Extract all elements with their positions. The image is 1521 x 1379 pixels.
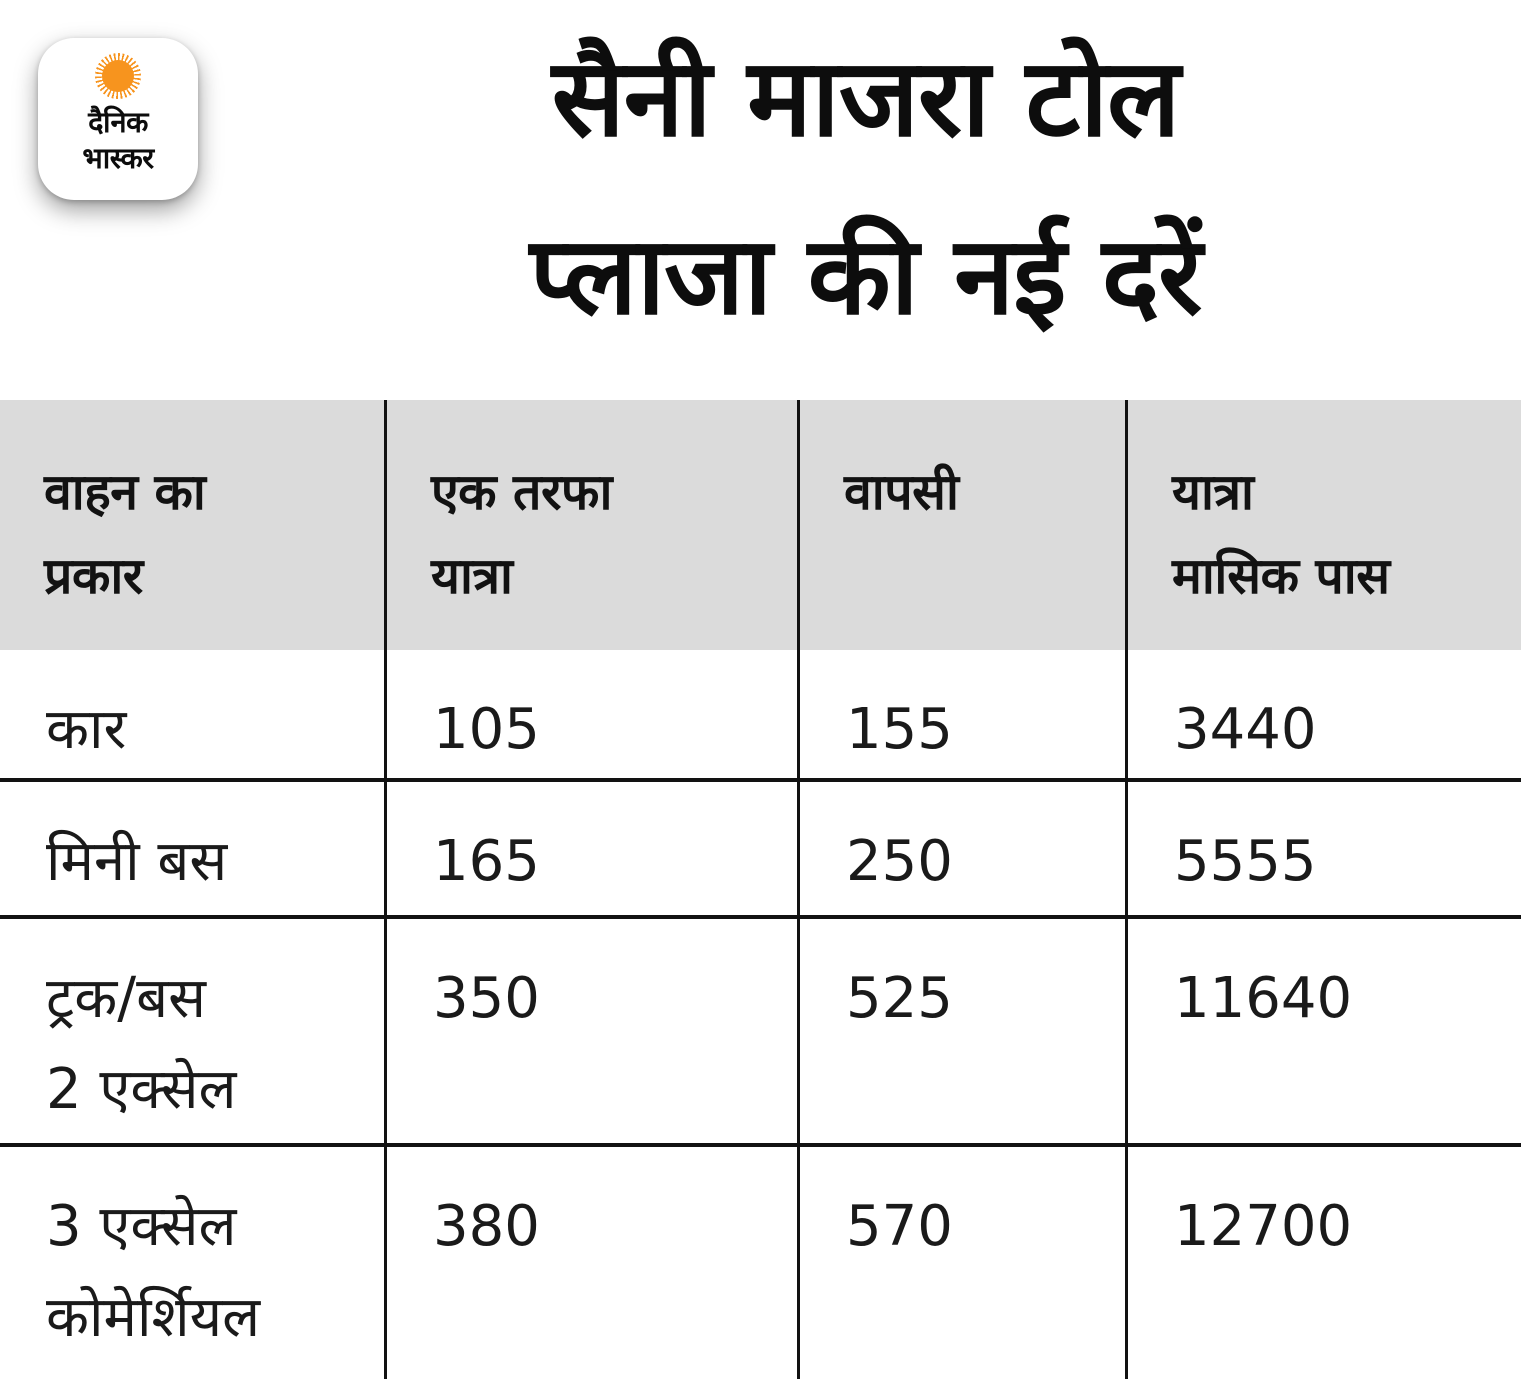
vehicle-type-cell: कार (0, 650, 387, 778)
top-banner: दैनिक भास्कर सैनी माजरा टोल प्लाजा की नई… (0, 0, 1521, 400)
brand-name-line1: दैनिक (88, 105, 148, 139)
table-row: मिनी बस 165 250 5555 (0, 778, 1521, 915)
table-row: कार 105 155 3440 (0, 650, 1521, 778)
return-cell: 525 (800, 919, 1128, 1143)
return-cell: 250 (800, 782, 1128, 915)
brand-name: दैनिक भास्कर (82, 104, 154, 176)
brand-logo: दैनिक भास्कर (38, 38, 198, 200)
page-title-line2: प्लाजा की नई दरें (529, 214, 1203, 339)
table-row: 3 एक्सेल कोमेर्शियल 380 570 12700 (0, 1143, 1521, 1379)
header-monthly-pass: यात्रा मासिक पास (1172, 463, 1390, 605)
header-return: वापसी (800, 400, 1128, 650)
monthly-pass-cell: 11640 (1174, 966, 1353, 1031)
one-way-cell: 105 (387, 650, 800, 778)
return-cell: 570 (800, 1147, 1128, 1379)
one-way-cell: 380 (387, 1147, 800, 1379)
return-cell: 155 (800, 650, 1128, 778)
page-title: सैनी माजरा टोल प्लाजा की नई दरें (210, 10, 1521, 366)
sun-icon (95, 53, 141, 99)
one-way-cell: 350 (387, 919, 800, 1143)
vehicle-type-cell: 3 एक्सेल कोमेर्शियल (0, 1147, 387, 1379)
monthly-pass-cell: 5555 (1174, 829, 1317, 894)
one-way-cell: 165 (387, 782, 800, 915)
vehicle-type-cell: ट्रक/बस 2 एक्सेल (0, 919, 387, 1143)
table-row: ट्रक/बस 2 एक्सेल 350 525 11640 (0, 915, 1521, 1143)
brand-name-line2: भास्कर (82, 141, 154, 175)
header-one-way: एक तरफा यात्रा (387, 400, 800, 650)
table-header-row: वाहन का प्रकार एक तरफा यात्रा वापसी यात्… (0, 400, 1521, 650)
toll-rates-table: वाहन का प्रकार एक तरफा यात्रा वापसी यात्… (0, 400, 1521, 1379)
page-title-line1: सैनी माजरा टोल (551, 36, 1181, 161)
monthly-pass-cell: 3440 (1174, 697, 1317, 762)
monthly-pass-cell: 12700 (1174, 1194, 1353, 1259)
vehicle-type-cell: मिनी बस (0, 782, 387, 915)
header-vehicle-type: वाहन का प्रकार (0, 400, 387, 650)
